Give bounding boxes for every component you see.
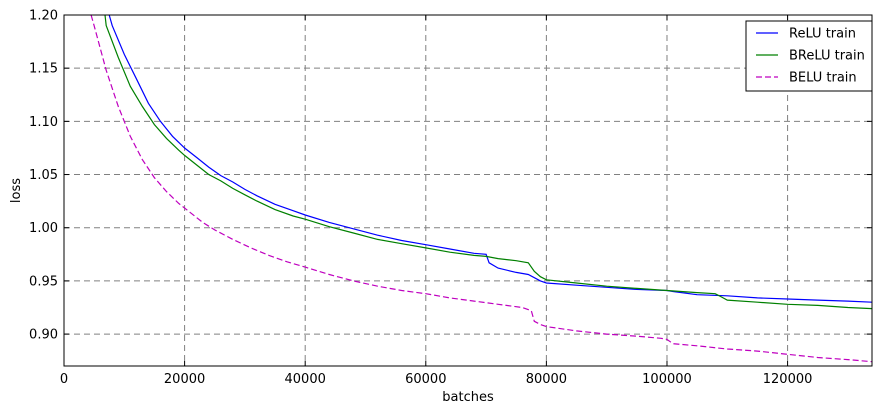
legend-label: ReLU train bbox=[789, 27, 856, 42]
x-tick-label: 120000 bbox=[763, 372, 813, 387]
x-tick-label: 60000 bbox=[405, 372, 446, 387]
plot-frame bbox=[63, 14, 873, 367]
x-tick-label: 20000 bbox=[164, 372, 205, 387]
y-tick-label: 1.00 bbox=[29, 221, 58, 236]
y-tick-label: 1.05 bbox=[29, 168, 58, 183]
x-axis-label: batches bbox=[442, 390, 494, 404]
legend: ReLU train BReLU train BELU train bbox=[745, 20, 873, 92]
y-tick-label: 0.95 bbox=[29, 274, 58, 289]
x-tick-label: 40000 bbox=[285, 372, 326, 387]
x-tick-label: 0 bbox=[60, 372, 68, 387]
y-tick-label: 0.90 bbox=[29, 328, 58, 343]
legend-label: BReLU train bbox=[789, 49, 865, 64]
y-axis-label: loss bbox=[9, 178, 24, 203]
series-line-brelu-train bbox=[104, 15, 872, 310]
x-tick-label: 100000 bbox=[642, 372, 692, 387]
x-axis: 0 20000 40000 60000 80000 100000 120000 bbox=[60, 15, 813, 387]
y-tick-label: 1.20 bbox=[29, 9, 58, 24]
series-line-belu-train bbox=[90, 15, 872, 363]
legend-label: BELU train bbox=[789, 71, 857, 86]
series-layer bbox=[90, 15, 872, 363]
x-tick-label: 80000 bbox=[526, 372, 567, 387]
y-axis: 0.90 0.95 1.00 1.05 1.10 1.15 1.20 bbox=[29, 9, 872, 343]
y-tick-label: 1.10 bbox=[29, 115, 58, 130]
y-tick-label: 1.15 bbox=[29, 62, 58, 77]
